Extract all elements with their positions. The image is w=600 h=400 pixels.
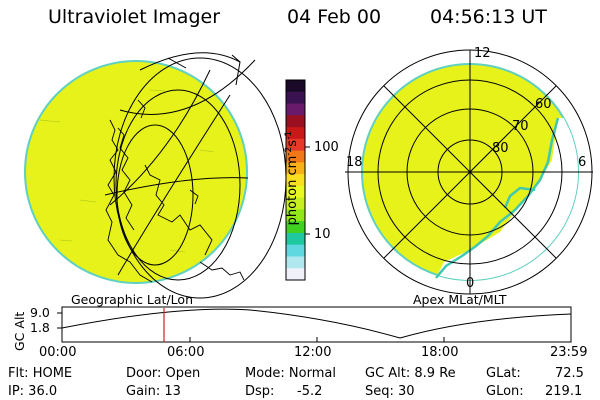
colorbar-ticks — [305, 146, 310, 235]
colorbar-frame — [285, 79, 306, 281]
footer-seq: Seq: 30 — [365, 384, 415, 399]
footer-glat-label: GLat: — [486, 366, 521, 381]
footer-glon-label: GLon: — [486, 384, 524, 399]
colorbar-segment — [286, 197, 305, 211]
footer-glon-value: 219.1 — [545, 384, 583, 399]
alt-xtick-0600: 06:00 — [167, 345, 205, 360]
colorbar-tick-100: 100 — [314, 140, 339, 155]
footer-dsp-label: Dsp: — [245, 384, 275, 399]
colorbar-segment — [286, 268, 305, 281]
footer-dsp-value: -5.2 — [297, 384, 323, 399]
colorbar-segment — [286, 185, 305, 199]
colorbar-segment — [286, 256, 305, 269]
alt-ylabel: GC Alt — [12, 311, 27, 351]
polar-grid — [345, 49, 593, 295]
colorbar-tick-10: 10 — [314, 227, 331, 242]
footer-gain: Gain: 13 — [126, 384, 181, 399]
alt-xtick-1800: 18:00 — [421, 345, 459, 360]
instrument-title: Ultraviolet Imager — [48, 6, 221, 28]
apex-caption: Apex MLat/MLT — [413, 292, 507, 307]
alt-xtick-2359: 23:59 — [550, 345, 588, 360]
colorbar-segment — [286, 115, 305, 128]
colorbar-segment — [286, 103, 305, 116]
mlt-label-0: 0 — [466, 276, 475, 291]
date-label: 04 Feb 00 — [287, 6, 382, 28]
mlt-label-12: 12 — [474, 46, 491, 61]
colorbar-segment — [286, 127, 305, 140]
colorbar-segment — [286, 232, 305, 246]
colorbar-segment — [286, 221, 305, 234]
lat-label-60: 60 — [535, 97, 552, 112]
alt-xtick-1200: 12:00 — [294, 345, 332, 360]
colorbar — [285, 79, 306, 281]
footer-door: Door: Open — [126, 366, 201, 381]
mlt-label-6: 6 — [578, 155, 587, 170]
alt-xtick-0000: 00:00 — [39, 345, 77, 360]
colorbar-segment — [286, 80, 305, 93]
footer-flt: Flt: HOME — [8, 366, 73, 381]
lat-label-70: 70 — [512, 119, 529, 134]
time-label: 04:56:13 UT — [430, 6, 547, 28]
footer-mode: Mode: Normal — [245, 366, 336, 381]
coastline — [105, 99, 245, 283]
alt-ytick-9: 9.0 — [30, 305, 50, 320]
footer-gcalt: GC Alt: 8.9 Re — [365, 366, 456, 381]
altitude-plot — [57, 306, 572, 343]
footer-ip: IP: 36.0 — [8, 384, 58, 399]
colorbar-segment — [286, 244, 305, 258]
geographic-caption: Geographic Lat/Lon — [71, 292, 193, 307]
colorbar-segment — [286, 209, 305, 222]
colorbar-segment — [286, 162, 305, 175]
lat-label-80: 80 — [492, 141, 509, 156]
colorbar-segment — [286, 150, 305, 163]
mlt-label-18: 18 — [346, 155, 363, 170]
footer-glat-value: 72.5 — [555, 366, 584, 381]
geographic-image — [24, 60, 248, 284]
alt-ytick-1-8: 1.8 — [30, 320, 50, 335]
colorbar-segment — [286, 138, 305, 152]
colorbar-unit-label: photon cm-2s-1 — [283, 130, 301, 226]
colorbar-segment — [286, 174, 305, 187]
colorbar-segment — [286, 91, 305, 105]
